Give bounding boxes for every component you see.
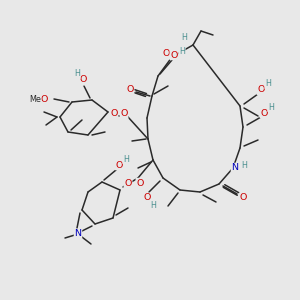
Text: H: H: [241, 160, 247, 169]
Text: O: O: [126, 85, 134, 94]
Text: H: H: [150, 202, 156, 211]
Text: O: O: [115, 160, 123, 169]
Text: O: O: [257, 85, 265, 94]
Text: H: H: [181, 32, 187, 41]
Text: O: O: [143, 194, 151, 202]
Text: Me: Me: [29, 94, 41, 103]
Text: H: H: [179, 46, 185, 56]
Text: O: O: [79, 76, 87, 85]
Text: H: H: [265, 80, 271, 88]
Text: O: O: [124, 179, 132, 188]
Text: O: O: [239, 194, 247, 202]
Text: O: O: [120, 110, 128, 118]
Text: O: O: [110, 110, 118, 118]
Text: O: O: [260, 109, 268, 118]
Text: N: N: [74, 230, 82, 238]
Text: H: H: [123, 154, 129, 164]
Text: N: N: [232, 164, 238, 172]
Text: O: O: [40, 94, 48, 103]
Text: H: H: [268, 103, 274, 112]
Text: O: O: [170, 50, 178, 59]
Text: H: H: [74, 70, 80, 79]
Text: O: O: [136, 178, 144, 188]
Text: O: O: [162, 50, 170, 58]
